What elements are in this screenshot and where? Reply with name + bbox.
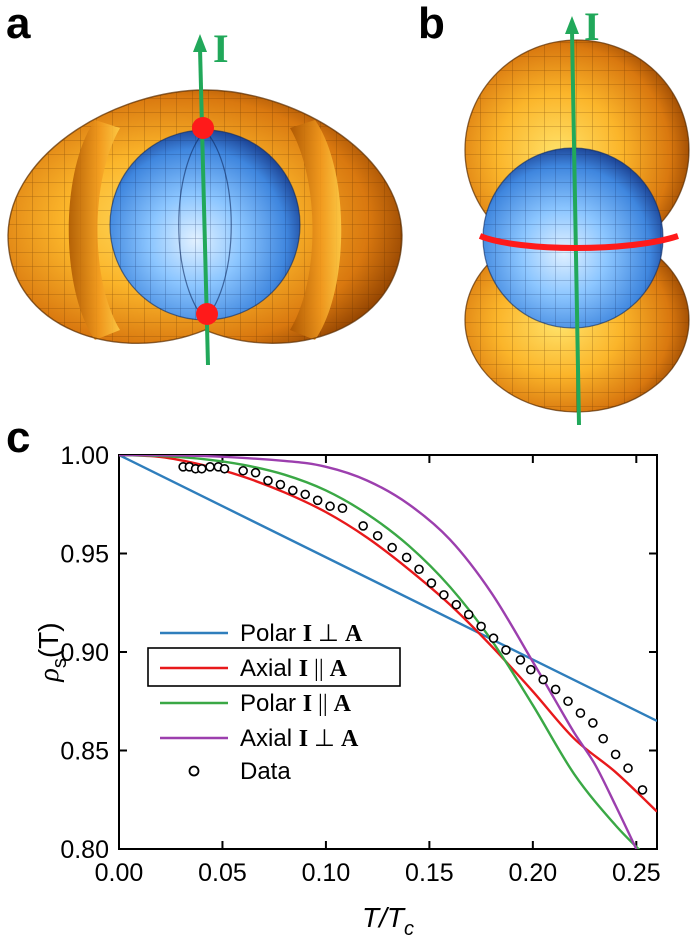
x-axis: 0.00 0.05 0.10 0.15 0.20 0.25 — [95, 455, 661, 887]
panel-a-node-bottom — [196, 303, 218, 325]
legend: Polar I ⊥ A Axial I || A Polar I || A Axial… — [147, 620, 401, 785]
panel-a-letter: a — [6, 0, 31, 48]
y-axis-label-tail: (T) — [33, 622, 64, 658]
data-point — [476, 621, 486, 632]
x-tick-label: 0.25 — [612, 859, 661, 887]
data-point — [538, 674, 548, 685]
x-tick-label: 0.00 — [95, 859, 144, 887]
data-point — [488, 633, 499, 644]
panel-a-torus-gap: a I — [6, 0, 403, 366]
data-point — [501, 645, 511, 655]
data-point — [312, 495, 323, 506]
data-point — [358, 521, 368, 531]
data-point — [598, 733, 609, 744]
data-point — [300, 489, 311, 500]
legend-marker — [188, 765, 200, 777]
data-point — [623, 763, 633, 774]
series-layer — [119, 455, 657, 849]
legend-label: Axial I ⊥ A — [240, 725, 359, 752]
legend-entry-1: Axial I || A — [147, 647, 401, 687]
y-tick-label: 0.90 — [60, 639, 109, 667]
data-points — [178, 462, 648, 795]
panel-c-chart: c 0.00 0.05 0.10 0.15 0.20 0.25 0.800.850.900… — [6, 413, 661, 940]
legend-label: Polar I ⊥ A — [240, 620, 363, 647]
data-point — [387, 542, 397, 553]
legend-entry-3: Axial I ⊥ A — [160, 725, 359, 752]
x-axis-label: T/Tc — [362, 902, 414, 940]
y-tick-label: 0.80 — [60, 836, 109, 864]
data-point — [610, 749, 621, 760]
y-tick-label: 0.85 — [60, 738, 109, 766]
data-point — [439, 590, 449, 600]
panel-b-inner-sphere — [482, 147, 664, 329]
legend-label: Axial I || A — [240, 655, 348, 682]
data-point — [196, 463, 207, 474]
data-point — [325, 501, 335, 512]
panel-a-arrow-label: I — [213, 26, 229, 71]
panel-b-current-arrow — [565, 16, 581, 426]
x-tick-label: 0.15 — [405, 859, 454, 887]
x-axis-label-main: T/T — [362, 902, 406, 933]
data-point — [205, 462, 215, 472]
y-axis-label-main: ρ — [34, 668, 65, 682]
series-line-2 — [119, 455, 641, 849]
data-point — [588, 718, 598, 728]
panel-b-arrow-label: I — [584, 4, 600, 49]
y-axis: 0.80 0.85 0.90 0.95 1.00 — [60, 442, 657, 864]
data-point — [288, 485, 298, 496]
legend-entry-data: Data — [188, 758, 291, 785]
legend-entry-0: Polar I ⊥ A — [160, 620, 363, 647]
data-point — [451, 599, 462, 610]
x-tick-label: 0.20 — [509, 859, 558, 887]
legend-label: Data — [240, 758, 291, 785]
series-line-0 — [119, 455, 657, 723]
data-point — [401, 552, 412, 563]
panel-b-line-node: b I — [418, 0, 690, 426]
y-tick-label: 1.00 — [60, 442, 109, 470]
legend-label: Polar I || A — [240, 690, 352, 717]
data-point — [337, 503, 348, 513]
data-point — [426, 578, 437, 588]
data-point — [463, 609, 474, 620]
data-point — [414, 564, 424, 575]
data-point — [563, 696, 573, 707]
data-point — [525, 664, 536, 675]
data-point — [238, 465, 248, 476]
x-tick-label: 0.10 — [302, 859, 351, 887]
legend-entry-2: Polar I || A — [160, 690, 352, 717]
data-point — [263, 475, 273, 486]
y-axis-label: ρs(T) — [33, 622, 71, 682]
panel-b-node-ring — [478, 233, 679, 251]
data-point — [275, 479, 286, 490]
data-point — [372, 530, 383, 541]
panel-c-letter: c — [6, 413, 30, 462]
x-tick-label: 0.05 — [198, 859, 247, 887]
y-axis-label-sub: s — [49, 658, 71, 668]
series-line-3 — [119, 455, 638, 849]
y-tick-label: 0.95 — [60, 541, 109, 569]
data-point — [515, 655, 526, 665]
data-point — [575, 708, 586, 718]
data-point — [219, 463, 230, 474]
x-axis-label-sub: c — [404, 918, 414, 940]
data-point — [250, 467, 261, 478]
panel-b-letter: b — [418, 0, 445, 48]
data-point — [637, 785, 648, 795]
data-point — [550, 684, 561, 695]
panel-a-node-top — [192, 117, 214, 139]
